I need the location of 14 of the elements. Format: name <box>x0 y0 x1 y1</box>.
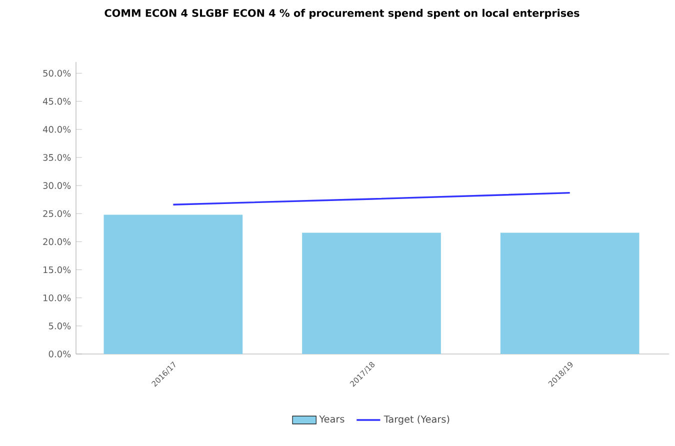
legend-label: Years <box>319 415 344 423</box>
y-tick-label: 45.0% <box>42 98 71 105</box>
y-tick-label: 30.0% <box>43 182 71 189</box>
y-tick-label: 5.0% <box>48 322 71 330</box>
y-tick-label: 25.0% <box>43 210 71 218</box>
y-tick-label: 40.0% <box>42 126 71 133</box>
y-tick-label: 10.0% <box>44 294 71 302</box>
y-tick-label: 0.0% <box>48 350 71 358</box>
y-tick-label: 35.0% <box>43 154 71 161</box>
y-tick-label: 50.0% <box>43 70 71 77</box>
legend-label: Target (Years) <box>384 415 450 425</box>
y-tick-label: 15.0% <box>44 266 71 274</box>
chart-title: COMM ECON 4 SLGBF ECON 4 % of procurement spend spent on local enterprises <box>104 8 580 19</box>
y-tick-label: 20.0% <box>43 238 71 246</box>
